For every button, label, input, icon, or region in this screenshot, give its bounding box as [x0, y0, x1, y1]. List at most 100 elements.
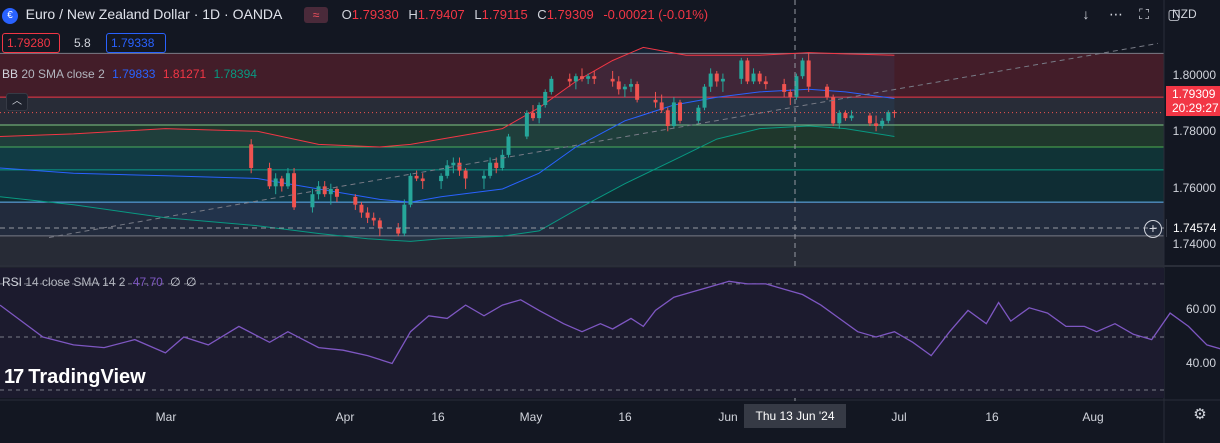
- candle-body: [702, 86, 707, 108]
- candle-body: [629, 84, 634, 87]
- candle-down: [267, 162, 272, 189]
- candle-up: [837, 110, 842, 129]
- candle-body: [665, 110, 670, 127]
- candle-body: [549, 78, 554, 92]
- candle-down: [653, 91, 658, 108]
- candle-up: [880, 118, 885, 129]
- candle-down: [867, 112, 872, 127]
- bid-price[interactable]: 1.79280: [2, 33, 60, 53]
- candle-up: [629, 78, 634, 92]
- rsi-params: 14 close SMA 14 2: [25, 275, 126, 289]
- time-tick: 16: [431, 410, 445, 424]
- crosshair-price-label: 1.74574: [1166, 219, 1220, 237]
- more-options-icon[interactable]: ⋯: [1109, 5, 1123, 22]
- candle-body: [739, 60, 744, 79]
- trend-line: [48, 42, 1158, 238]
- candle-down: [635, 81, 640, 103]
- indicator-badge-icon[interactable]: ≈: [304, 7, 329, 23]
- add-alert-icon[interactable]: +: [1144, 220, 1162, 238]
- legend-row: € Euro / New Zealand Dollar · 1D · OANDA…: [2, 6, 708, 24]
- symbol-title[interactable]: Euro / New Zealand Dollar · 1D · OANDA: [25, 6, 283, 22]
- time-tick: Jul: [891, 410, 907, 424]
- rsi-legend[interactable]: RSI 14 close SMA 14 2 47.70 ∅ ∅: [2, 275, 196, 289]
- tradingview-logo-icon: 17: [4, 366, 24, 388]
- candle-body: [414, 175, 419, 179]
- candle-body: [365, 212, 370, 218]
- candle-body: [794, 76, 799, 98]
- candle-body: [892, 112, 897, 114]
- candle-up: [285, 167, 290, 189]
- candle-body: [445, 165, 450, 176]
- fib-zone: [0, 124, 1164, 147]
- screenshot-icon[interactable]: ▢: [1167, 5, 1181, 22]
- candle-up: [481, 170, 486, 189]
- candle-up: [800, 57, 805, 79]
- candle-body: [537, 105, 542, 119]
- scroll-down-icon[interactable]: ↓: [1082, 6, 1090, 22]
- candle-down: [757, 70, 762, 85]
- candle-body: [285, 173, 290, 187]
- time-tick: Apr: [335, 410, 355, 424]
- ohlc-open-value: 1.79330: [351, 7, 399, 22]
- candle-body: [592, 76, 597, 79]
- bb-lower-value: 1.78394: [213, 67, 257, 81]
- bb-lower-line: [0, 125, 895, 242]
- candle-body: [610, 78, 615, 82]
- fib-zone: [0, 97, 1164, 125]
- candle-up: [702, 84, 707, 111]
- currency-label[interactable]: NZD: [1172, 7, 1197, 21]
- tradingview-logo[interactable]: 17 TradingView: [4, 366, 146, 389]
- candle-down: [892, 110, 897, 118]
- candle-body: [573, 76, 578, 82]
- candle-body: [457, 162, 462, 171]
- rsi-name: RSI: [2, 275, 23, 289]
- candle-body: [279, 178, 284, 187]
- candle-down: [371, 212, 376, 226]
- candle-down: [874, 115, 879, 132]
- time-tick: 16: [985, 410, 999, 424]
- candle-body: [377, 220, 382, 229]
- candle-down: [334, 186, 339, 203]
- candle-body: [678, 102, 683, 121]
- candle-up: [328, 183, 333, 205]
- candle-body: [806, 60, 811, 87]
- rsi-extra-1: ∅: [170, 275, 181, 289]
- bb-params: 20 SMA close 2: [21, 67, 105, 81]
- tradingview-logo-text: TradingView: [28, 366, 146, 388]
- ohlc-high-label: H: [408, 7, 418, 22]
- ohlc-close-value: 1.79309: [546, 7, 594, 22]
- candle-body: [800, 60, 805, 77]
- candle-body: [310, 194, 315, 208]
- candle-body: [420, 178, 425, 182]
- candle-down: [678, 99, 683, 124]
- candle-body: [874, 123, 879, 127]
- bb-upper-value: 1.81271: [162, 67, 207, 81]
- ask-price[interactable]: 1.79338: [106, 33, 166, 53]
- candle-up: [445, 160, 450, 179]
- candle-body: [751, 73, 756, 82]
- collapse-legend-icon[interactable]: ︿: [6, 93, 28, 111]
- candle-down: [714, 70, 719, 87]
- candle-up: [573, 73, 578, 90]
- candle-body: [745, 60, 750, 82]
- candle-up: [622, 84, 627, 98]
- candle-body: [849, 115, 854, 119]
- fullscreen-icon[interactable]: ⛶: [1139, 5, 1149, 22]
- symbol-icon[interactable]: €: [2, 7, 18, 24]
- candle-up: [720, 73, 725, 92]
- price-tick: 1.74000: [1172, 237, 1216, 251]
- candle-down: [610, 70, 615, 87]
- candle-down: [745, 57, 750, 85]
- bar-countdown: 20:29:27: [1172, 101, 1219, 115]
- candle-body: [500, 154, 505, 168]
- crosshair-time-label: Thu 13 Jun '24: [744, 404, 846, 428]
- settings-gear-icon[interactable]: ⚙: [1193, 406, 1207, 423]
- last-price-label: 1.79309 20:29:27: [1166, 86, 1220, 116]
- bb-legend[interactable]: BB 20 SMA close 2 1.79833 1.81271 1.7839…: [2, 67, 257, 81]
- candle-down: [494, 157, 499, 174]
- bb-basis-line: [0, 88, 895, 203]
- candle-body: [396, 228, 401, 234]
- rsi-line: [0, 280, 1220, 365]
- fib-zone: [0, 147, 1164, 170]
